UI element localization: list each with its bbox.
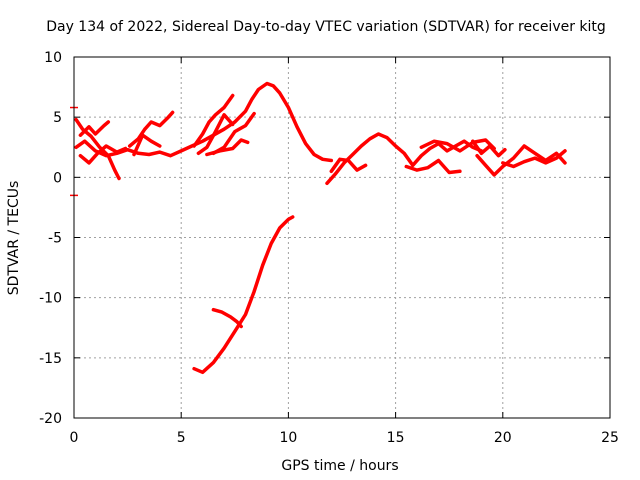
y-tick-label: -15 bbox=[39, 351, 62, 367]
y-axis-label: SDTVAR / TECUs bbox=[6, 181, 22, 296]
series-line-arc-n bbox=[475, 144, 567, 177]
y-tick-label: -20 bbox=[39, 411, 62, 427]
x-tick-label: 5 bbox=[177, 430, 186, 446]
series-line-arc-d bbox=[127, 110, 175, 148]
series-line-arc-a bbox=[74, 117, 121, 181]
series-line-arc-p bbox=[471, 139, 507, 158]
series-line-arc-i bbox=[205, 138, 250, 157]
x-tick-label: 20 bbox=[494, 430, 512, 446]
y-tick-label: 0 bbox=[53, 170, 62, 186]
x-tick-label: 25 bbox=[601, 430, 619, 446]
x-tick-label: 0 bbox=[70, 430, 79, 446]
x-tick-label: 15 bbox=[387, 430, 405, 446]
y-tick-label: -10 bbox=[39, 291, 62, 307]
series-line-arc-g bbox=[196, 113, 235, 156]
chart-title: Day 134 of 2022, Sidereal Day-to-day VTE… bbox=[46, 19, 606, 35]
series-group bbox=[74, 81, 567, 375]
y-tick-label: 5 bbox=[53, 110, 62, 126]
x-axis-label: GPS time / hours bbox=[281, 458, 398, 474]
grid bbox=[74, 57, 610, 418]
series-line-arc-e bbox=[132, 133, 162, 157]
series-line-arc-k bbox=[329, 157, 368, 174]
x-axis-ticks: 0 5 10 15 20 25 bbox=[70, 57, 619, 446]
x-tick-label: 10 bbox=[279, 430, 297, 446]
series-line-arc-neg bbox=[192, 215, 295, 375]
y-tick-label: -5 bbox=[48, 231, 62, 247]
series-line-arc-f bbox=[192, 93, 235, 148]
series-line-arc-m bbox=[419, 138, 496, 153]
series-line-arc-o bbox=[501, 149, 567, 169]
series-line-arc-l bbox=[404, 158, 462, 175]
series-line-arc-spur bbox=[211, 307, 243, 329]
series-line-arc-j bbox=[325, 132, 484, 186]
y-axis-ticks: -20 -15 -10 -5 0 5 10 bbox=[39, 50, 610, 427]
y-tick-label: 10 bbox=[44, 50, 62, 66]
series-line-arc-c bbox=[78, 144, 128, 165]
series-line-arc-b bbox=[78, 120, 111, 137]
